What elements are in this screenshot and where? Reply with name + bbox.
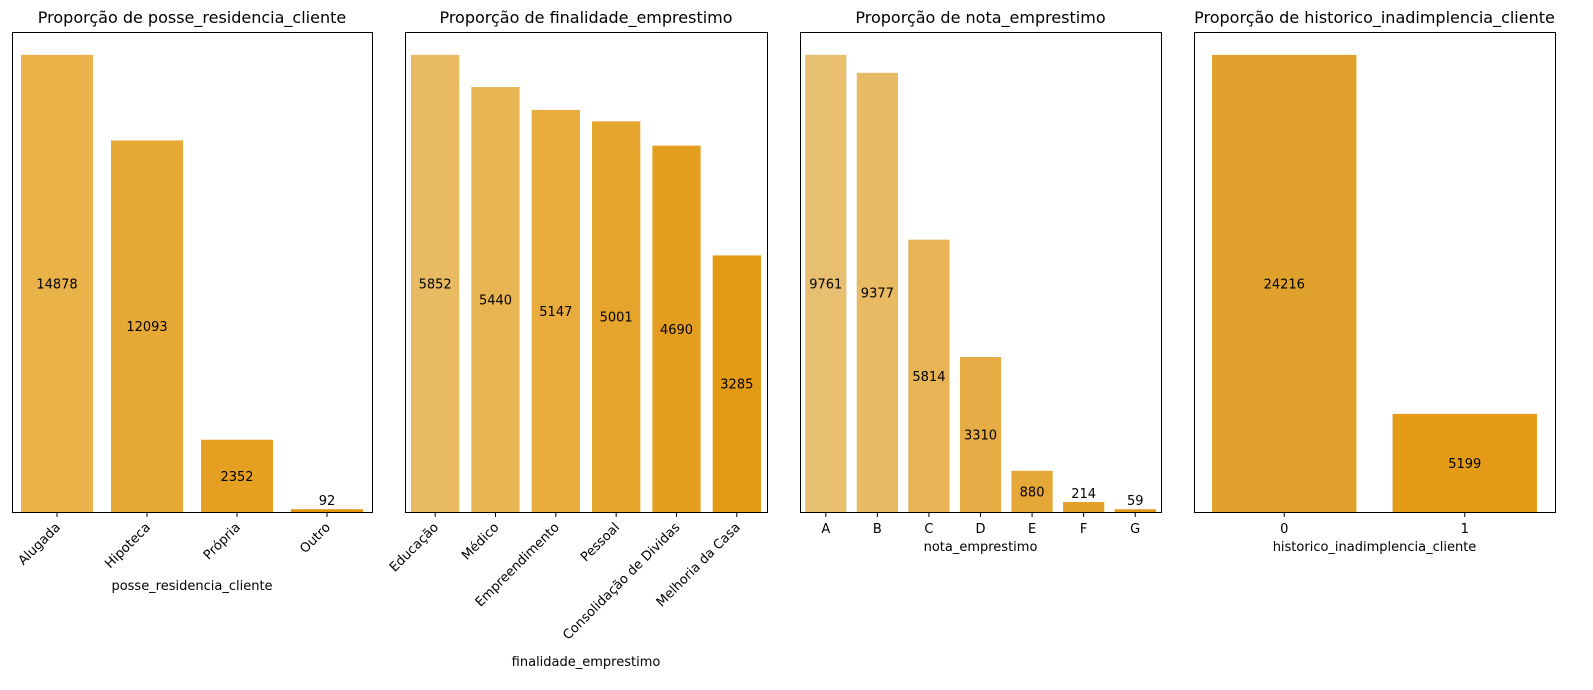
- data-label: 2352: [220, 470, 253, 485]
- x-tick-label: C: [924, 522, 933, 537]
- data-label: 5147: [539, 305, 572, 320]
- x-axis-label: finalidade_emprestimo: [512, 655, 661, 670]
- data-label: 9377: [861, 286, 894, 301]
- bar-g: [1114, 509, 1156, 512]
- chart-panel-2: Proporção de finalidade_emprestimo 5852 Ed…: [387, 8, 768, 670]
- data-label: 4690: [660, 323, 693, 338]
- x-tick-label: Hipoteca: [102, 520, 153, 571]
- bar-hipoteca: [111, 140, 183, 512]
- data-label: 5001: [600, 311, 633, 326]
- x-tick-label: Outro: [297, 520, 334, 557]
- data-label: 5852: [419, 277, 452, 292]
- bar-b: [856, 72, 898, 512]
- x-tick-label: Educação: [387, 520, 442, 575]
- bar-e: [1011, 470, 1053, 512]
- chart-panel-1: Proporção de posse_residencia_cliente 148…: [12, 8, 373, 594]
- bar-empreendimento: [531, 109, 580, 513]
- x-tick-label: Médico: [459, 520, 502, 563]
- x-axis-label: historico_inadimplencia_cliente: [1273, 540, 1477, 555]
- x-tick-label: D: [975, 522, 985, 537]
- bar-educa-o: [411, 54, 460, 512]
- bar-pessoal: [592, 121, 641, 512]
- data-label: 12093: [126, 320, 167, 335]
- x-axis-label: posse_residencia_cliente: [111, 579, 272, 594]
- axes-frame: [12, 32, 373, 513]
- x-tick-label: 1: [1461, 522, 1469, 537]
- bar-consolida-o-de-dividas: [652, 145, 701, 512]
- data-label: 3285: [720, 378, 753, 393]
- x-tick-label: A: [821, 522, 830, 537]
- data-label: 14878: [36, 277, 77, 292]
- x-tick-label: Alugada: [16, 520, 64, 568]
- data-label: 214: [1071, 487, 1096, 502]
- bar-1: [1392, 413, 1537, 512]
- data-label: 880: [1020, 485, 1045, 500]
- x-tick-label: E: [1028, 522, 1036, 537]
- chart-title: Proporção de posse_residencia_cliente: [38, 8, 346, 28]
- x-tick-label: Consolidação de Dividas: [560, 520, 683, 643]
- axes-frame: [800, 32, 1162, 513]
- axes-frame: [405, 32, 768, 513]
- x-axis-label: nota_emprestimo: [924, 540, 1038, 555]
- bar-f: [1063, 501, 1105, 512]
- bar-a: [805, 54, 847, 512]
- bar-d: [959, 356, 1002, 512]
- x-tick-label: B: [873, 522, 882, 537]
- x-tick-label: G: [1130, 522, 1140, 537]
- data-label: 3310: [964, 428, 997, 443]
- data-label: 9761: [809, 277, 842, 292]
- x-tick-label: 0: [1280, 522, 1288, 537]
- x-tick-label: Própria: [201, 520, 244, 563]
- chart-panel-3: Proporção de nota_emprestimo 9761 A 9377 B 58…: [800, 8, 1162, 555]
- data-label: 5814: [912, 370, 945, 385]
- data-label: 59: [1127, 494, 1144, 509]
- bar-outro: [291, 509, 363, 512]
- x-tick-label: F: [1080, 522, 1087, 537]
- data-label: 5199: [1448, 457, 1481, 472]
- bar-0: [1212, 54, 1357, 512]
- chart-title: Proporção de finalidade_emprestimo: [439, 8, 732, 28]
- chart-panel-4: Proporção de historico_inadimplencia_cli…: [1194, 8, 1556, 555]
- chart-title: Proporção de nota_emprestimo: [855, 8, 1105, 28]
- chart-title: Proporção de historico_inadimplencia_cli…: [1194, 8, 1555, 28]
- data-label: 5440: [479, 294, 512, 309]
- x-tick-label: Pessoal: [578, 520, 623, 565]
- bar-m-dico: [471, 87, 520, 513]
- axes-frame: [1194, 32, 1556, 513]
- bar-alugada: [21, 54, 93, 512]
- data-label: 24216: [1264, 277, 1305, 292]
- bar-melhoria-da-casa: [712, 255, 761, 513]
- bar-c: [908, 239, 950, 512]
- data-label: 92: [319, 494, 336, 509]
- bar-pr-pria: [201, 439, 273, 512]
